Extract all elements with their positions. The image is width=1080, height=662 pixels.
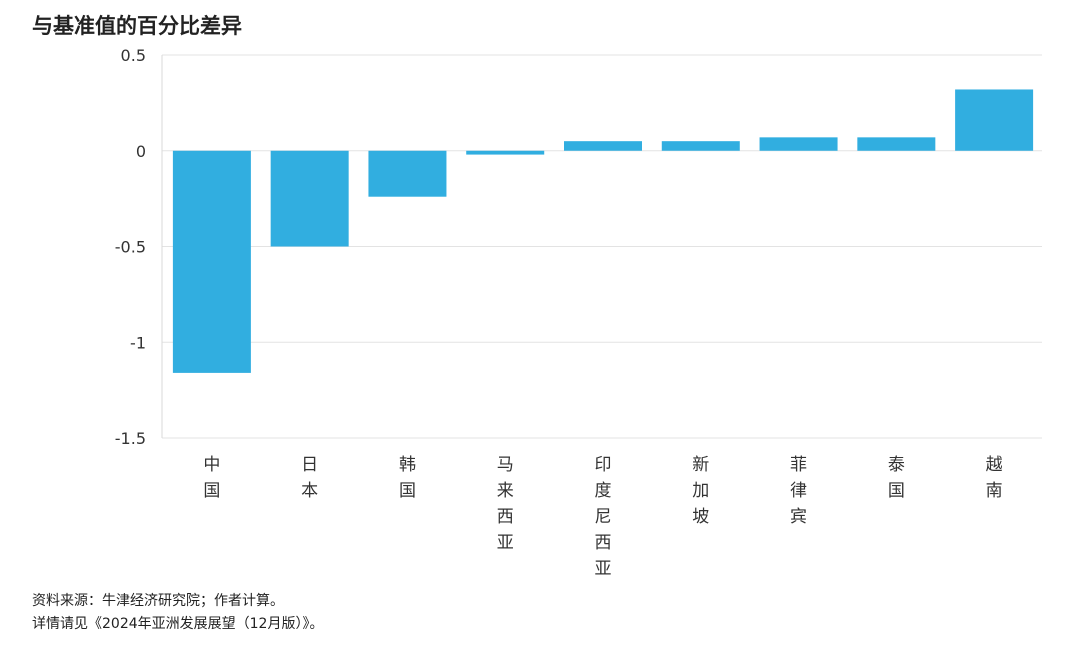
x-category-label: 新加坡 <box>692 455 709 527</box>
chart-title: 与基准值的百分比差异 <box>32 14 242 38</box>
bar <box>661 141 740 151</box>
x-category-label: 越南 <box>986 455 1003 501</box>
bar <box>564 141 642 151</box>
x-category-label: 泰国 <box>888 455 905 501</box>
x-axis: 中国 日本 韩国 马来西亚 印度尼西亚 新加坡 菲律宾 泰国 越南 <box>203 455 1002 579</box>
source-note: 资料来源：牛津经济研究院；作者计算。 详情请见《2024年亚洲发展展望（12月版… <box>32 590 323 636</box>
bars <box>172 89 1034 373</box>
x-category-label: 马来西亚 <box>497 455 514 553</box>
y-tick-label: 0.5 <box>121 46 146 65</box>
bar <box>955 89 1034 151</box>
x-category-label: 韩国 <box>399 455 416 501</box>
y-tick-label: 0 <box>136 142 146 161</box>
bar-chart: 0.5 0 -0.5 -1 -1.5 中国 日本 韩国 马来西亚 印度尼西亚 新加坡 菲律宾 泰国 越南 <box>115 46 1042 579</box>
y-tick-label: -0.5 <box>115 238 146 257</box>
x-category-label: 日本 <box>301 455 318 501</box>
y-tick-label: -1.5 <box>115 429 146 448</box>
bar <box>857 137 936 151</box>
bar <box>270 150 349 247</box>
x-category-label: 印度尼西亚 <box>595 455 612 579</box>
bar <box>368 150 447 197</box>
bar <box>172 150 251 373</box>
bar <box>759 137 838 151</box>
details-line: 详情请见《2024年亚洲发展展望（12月版）》。 <box>32 616 324 632</box>
source-line: 资料来源：牛津经济研究院；作者计算。 <box>32 593 284 609</box>
x-category-label: 菲律宾 <box>790 455 807 527</box>
bar <box>466 150 545 155</box>
y-tick-label: -1 <box>130 333 146 352</box>
y-axis: 0.5 0 -0.5 -1 -1.5 <box>115 46 163 448</box>
x-category-label: 中国 <box>203 455 220 501</box>
